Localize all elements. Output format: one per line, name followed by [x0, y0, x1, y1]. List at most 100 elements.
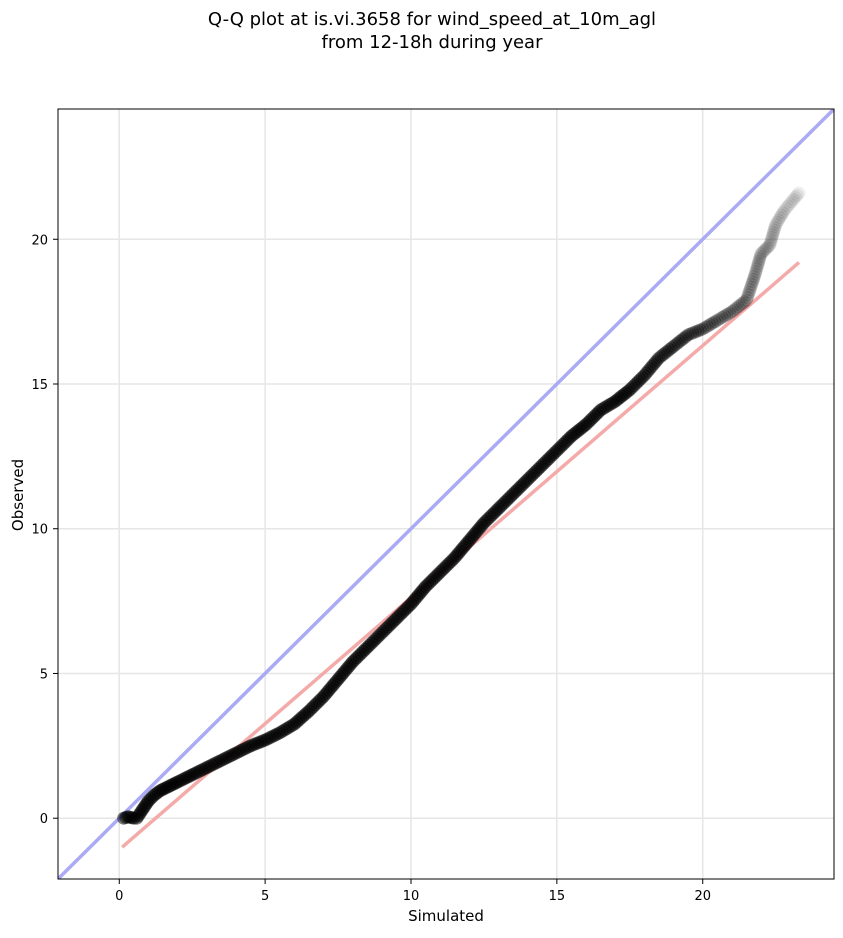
quantile-point: [645, 360, 659, 374]
quantile-point: [756, 245, 770, 259]
quantile-point: [643, 362, 657, 376]
quantile-point: [722, 306, 736, 320]
y-axis-label: Observed: [9, 459, 27, 531]
quantile-point: [623, 383, 637, 397]
quantile-point: [750, 259, 764, 273]
quantile-point: [639, 366, 653, 380]
quantile-point: [731, 300, 745, 314]
quantile-point: [686, 326, 700, 340]
quantile-point: [753, 252, 767, 266]
quantile-point: [766, 228, 780, 242]
quantile-point: [633, 372, 647, 386]
axes-frame: [57, 108, 835, 880]
y-tick-label: 20: [31, 233, 48, 248]
quantile-point: [743, 283, 757, 297]
quantile-point: [785, 195, 799, 209]
quantile-point: [669, 338, 683, 352]
quantile-point: [733, 298, 747, 312]
quantile-point: [650, 353, 664, 367]
quantile-point: [621, 384, 635, 398]
axis-ticks: 0 5 10 15 20 0 5 10 15 20: [31, 233, 711, 904]
quantile-point: [684, 327, 698, 341]
quantile-point: [737, 295, 751, 309]
quantile-point: [747, 270, 761, 284]
quantile-point: [740, 290, 754, 304]
quantile-point: [673, 334, 687, 348]
quantile-point: [739, 293, 753, 307]
quantile-point: [729, 301, 743, 315]
y-tick-label: 5: [40, 667, 48, 682]
quantile-point: [675, 333, 689, 347]
quantile-point: [693, 323, 707, 337]
quantile-point: [763, 238, 777, 252]
quantile-point: [671, 336, 685, 350]
quantile-point: [648, 355, 662, 369]
quantile-point: [783, 197, 797, 211]
quantile-point: [637, 368, 651, 382]
x-tick-label: 5: [261, 889, 269, 904]
quantile-point: [790, 188, 804, 202]
quantile-point: [767, 223, 781, 237]
plot-area: [58, 109, 834, 879]
x-tick-label: 0: [115, 889, 123, 904]
x-tick-label: 15: [549, 889, 566, 904]
x-axis-label: Simulated: [408, 907, 484, 925]
quantile-point: [710, 313, 724, 327]
y-tick-label: 10: [31, 523, 48, 538]
quantile-point: [773, 211, 787, 225]
quantile-point: [727, 303, 741, 317]
quantile-point: [718, 309, 732, 323]
quantile-point: [703, 318, 717, 332]
quantile-point: [741, 288, 755, 302]
quantile-point: [745, 277, 759, 291]
y-tick-label: 15: [31, 378, 48, 393]
quantile-point: [753, 249, 767, 263]
quantile-point: [779, 201, 793, 215]
quantile-point: [627, 379, 641, 393]
quantile-point: [635, 370, 649, 384]
quantile-point: [792, 186, 806, 200]
quantile-point: [629, 377, 643, 391]
quantile-point: [667, 339, 681, 353]
quantile-point: [777, 203, 791, 217]
quantile-point: [751, 257, 765, 271]
quantile-point: [742, 285, 756, 299]
quantile-point: [701, 319, 715, 333]
quantile-point: [698, 321, 712, 335]
quantile-point: [788, 190, 802, 204]
quantile-point: [681, 328, 695, 342]
y-tick-label: 0: [40, 812, 48, 827]
quantile-point: [720, 308, 734, 322]
quantile-point: [761, 240, 775, 254]
x-tick-label: 20: [694, 889, 711, 904]
quantile-point: [764, 233, 778, 247]
quantile-point: [766, 225, 780, 239]
quantile-point: [781, 199, 795, 213]
chart-subtitle: from 12-18h during year: [322, 32, 544, 53]
quantile-point: [764, 236, 778, 250]
quantile-point: [713, 312, 727, 326]
quantile-point: [765, 230, 779, 244]
quantile-point: [744, 280, 758, 294]
quantile-point: [746, 272, 760, 286]
quantile-point: [631, 375, 645, 389]
quantile-point: [748, 267, 762, 281]
quantile-point: [679, 329, 693, 343]
quantile-point: [774, 208, 788, 222]
quantile-point: [787, 192, 801, 206]
quantile-point: [749, 264, 763, 278]
quantile-point: [735, 296, 749, 310]
quantile-point: [758, 243, 772, 257]
quantile-point: [750, 262, 764, 276]
quantile-point: [652, 351, 666, 365]
quantile-point: [759, 242, 773, 256]
identity-line: [58, 109, 834, 879]
quantile-point: [725, 305, 739, 319]
quantile-point: [660, 344, 674, 358]
quantile-point: [646, 357, 660, 371]
quantile-point: [688, 325, 702, 339]
quantile-point: [641, 364, 655, 378]
quantile-point: [754, 247, 768, 261]
quantile-point: [654, 349, 668, 363]
